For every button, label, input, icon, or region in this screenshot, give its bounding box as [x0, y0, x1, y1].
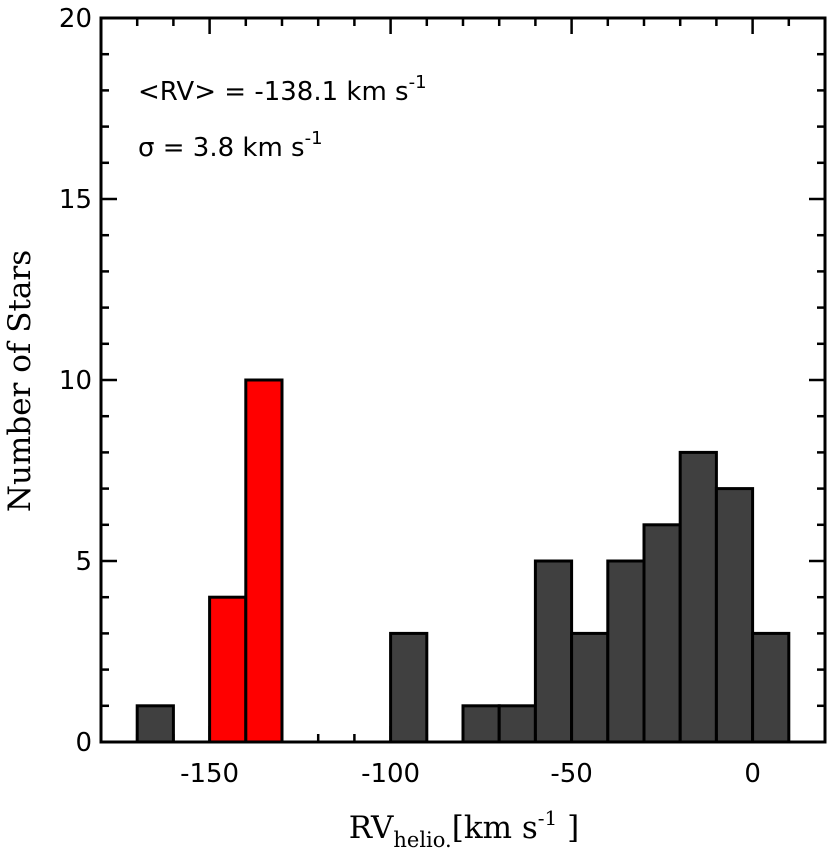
y-axis-label: Number of Stars [2, 250, 38, 512]
annotation-mean-rv: <RV> = -138.1 km s-1 [138, 72, 427, 107]
plot-frame [99, 16, 827, 744]
bar-members--140 [244, 378, 284, 744]
bar-non-members--70 [497, 704, 537, 744]
x-tick-label: -50 [550, 759, 592, 789]
y-tick-label: 15 [59, 185, 92, 215]
x-tick-label: -100 [361, 759, 420, 789]
tick-labels-layer: -150 -100 -50 0 0 5 10 15 20 [59, 4, 761, 789]
y-tick-label: 5 [75, 547, 92, 577]
bar-non-members--20 [678, 450, 718, 744]
bar-non-members--80 [461, 704, 501, 744]
bar-non-members-0 [751, 631, 791, 744]
y-tick-label: 0 [75, 728, 92, 758]
bar-non-members--100 [389, 631, 429, 744]
annotation-dispersion: σ = 3.8 km s-1 [138, 128, 323, 163]
x-axis-label: RVhelio.[km s-1 ] [349, 806, 579, 851]
x-tick-label: -150 [180, 759, 239, 789]
y-tick-label: 20 [59, 4, 92, 34]
bar-members--150 [208, 595, 248, 744]
bars-layer [135, 378, 791, 744]
bar-non-members--30 [642, 523, 682, 744]
bar-non-members--60 [533, 559, 574, 744]
bar-non-members--170 [135, 704, 175, 744]
x-tick-label: 0 [744, 759, 761, 789]
bar-non-members--50 [570, 631, 610, 744]
bar-non-members--40 [606, 559, 646, 744]
bar-non-members--10 [714, 487, 755, 744]
y-tick-label: 10 [59, 366, 92, 396]
